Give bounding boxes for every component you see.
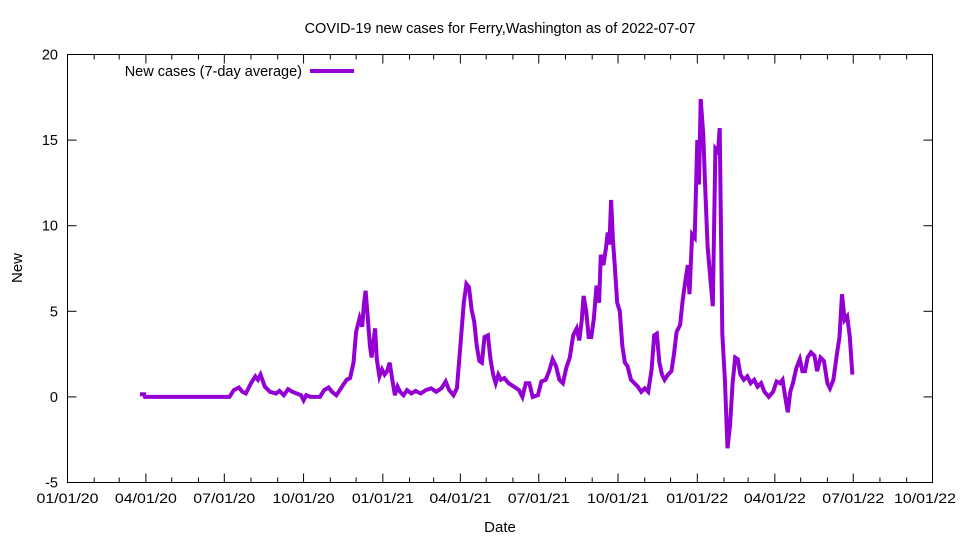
axis-ticks <box>67 54 933 483</box>
x-tick-label: 04/01/21 <box>429 490 491 506</box>
x-tick-label: 01/01/21 <box>352 490 414 506</box>
x-tick-labels: 01/01/20 04/01/20 07/01/20 10/01/20 01/01/21… <box>37 490 957 506</box>
x-axis-label: Date <box>484 519 516 536</box>
x-tick-label: 07/01/21 <box>508 490 570 506</box>
x-tick-label: 04/01/20 <box>115 490 177 506</box>
x-tick-label: 07/01/20 <box>193 490 255 506</box>
y-tick-label: 10 <box>42 219 58 235</box>
x-tick-label: 10/01/20 <box>273 490 335 506</box>
legend: New cases (7-day average) <box>125 64 354 80</box>
legend-label: New cases (7-day average) <box>125 64 302 80</box>
y-tick-label: 20 <box>42 48 58 64</box>
x-tick-label: 10/01/21 <box>587 490 649 506</box>
y-tick-label: 5 <box>50 304 58 320</box>
series-line-new-cases <box>139 98 855 449</box>
x-tick-label: 10/01/22 <box>894 490 956 506</box>
y-tick-label: 15 <box>42 133 58 149</box>
x-tick-label: 04/01/22 <box>744 490 806 506</box>
y-tick-label: -5 <box>45 476 58 492</box>
y-tick-label: 0 <box>50 390 58 406</box>
plot-frame <box>67 54 933 483</box>
y-tick-labels: -5 0 5 10 15 20 <box>42 48 58 492</box>
x-tick-label: 01/01/20 <box>37 490 99 506</box>
x-tick-label: 07/01/22 <box>822 490 884 506</box>
x-tick-label: 01/01/22 <box>666 490 728 506</box>
chart-title: COVID-19 new cases for Ferry,Washington … <box>305 21 696 37</box>
y-axis-label: New <box>9 253 26 283</box>
